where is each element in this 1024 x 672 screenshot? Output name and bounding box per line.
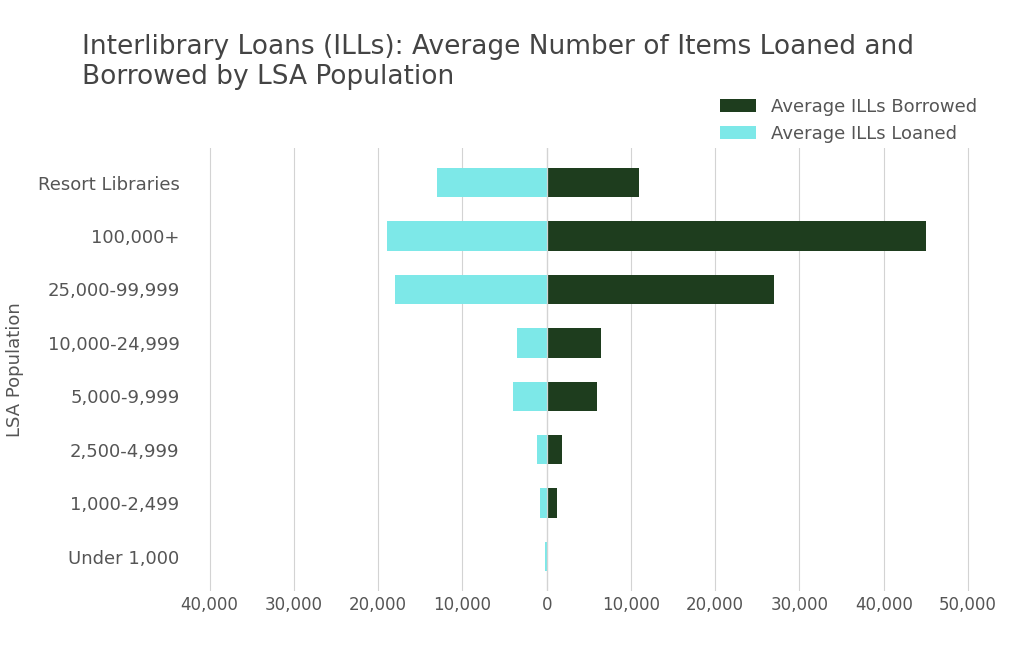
Bar — [547, 382, 597, 411]
Bar — [545, 542, 547, 571]
Bar — [517, 328, 547, 358]
Bar — [547, 435, 562, 464]
Bar — [547, 328, 601, 358]
Bar — [513, 382, 547, 411]
Bar — [540, 489, 547, 518]
Bar — [386, 221, 547, 251]
Legend: Average ILLs Borrowed, Average ILLs Loaned: Average ILLs Borrowed, Average ILLs Loan… — [713, 90, 984, 150]
Text: Interlibrary Loans (ILLs): Average Number of Items Loaned and
Borrowed by LSA Po: Interlibrary Loans (ILLs): Average Numbe… — [82, 34, 913, 89]
Y-axis label: LSA Population: LSA Population — [6, 302, 24, 437]
Bar — [537, 435, 547, 464]
Bar — [547, 275, 774, 304]
Bar — [437, 168, 547, 198]
Bar — [395, 275, 547, 304]
Bar — [547, 221, 926, 251]
Bar — [547, 168, 639, 198]
Bar — [547, 489, 557, 518]
